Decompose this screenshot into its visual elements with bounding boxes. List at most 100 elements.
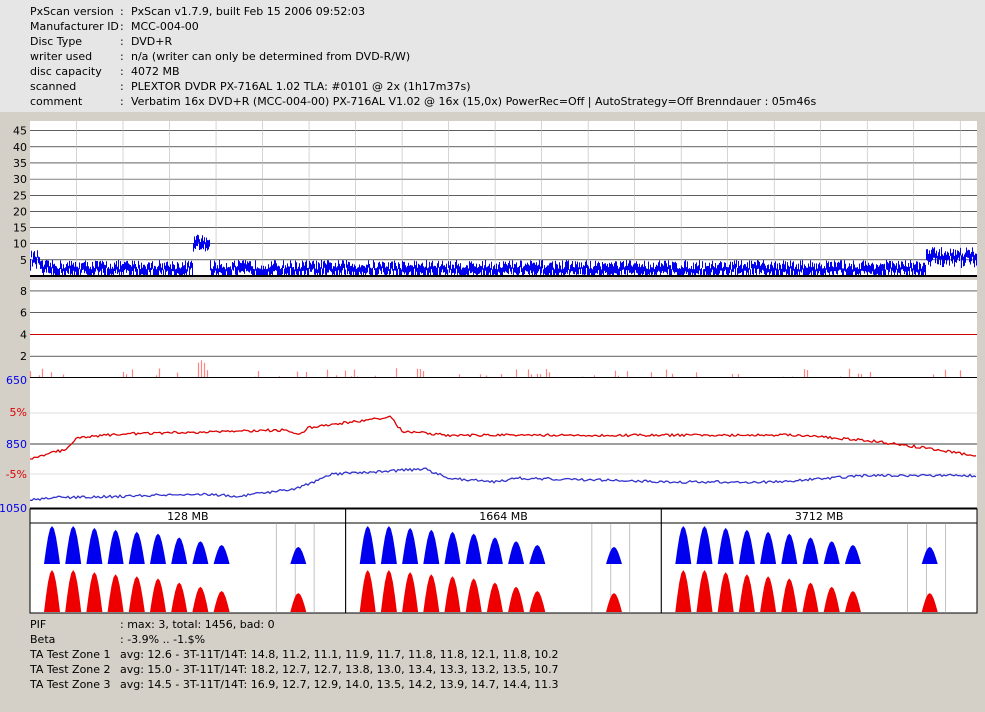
- ta-red-peak: [781, 578, 798, 612]
- info-value: PxScan v1.7.9, built Feb 15 2006 09:52:0…: [131, 5, 366, 18]
- ta-blue-peak: [465, 533, 482, 564]
- summary-value: : max: 3, total: 1456, bad: 0: [120, 618, 275, 631]
- ta-blue-peak: [605, 546, 622, 564]
- ta-red-peak: [696, 570, 713, 612]
- ta-blue-peak: [380, 526, 397, 564]
- ta-blue-peak: [823, 541, 840, 564]
- ta-red-peak: [675, 570, 692, 612]
- ta-red-peak: [107, 574, 124, 612]
- ta-red-peak: [444, 576, 461, 612]
- ta-blue-peak: [359, 526, 376, 564]
- ta-blue-peak: [802, 537, 819, 564]
- summary-row-ta-zone-3: TA Test Zone 3 avg: 14.5 - 3T-11T/14T: 16…: [30, 677, 559, 692]
- info-value: 4072 MB: [131, 65, 180, 78]
- ta-red-peak: [465, 578, 482, 612]
- ta-red-peak: [738, 574, 755, 612]
- jitter-axis-label: 850: [6, 438, 27, 451]
- ta-blue-peak: [781, 533, 798, 564]
- summary-value: avg: 15.0 - 3T-11T/14T: 18.2, 12.7, 12.7…: [120, 663, 559, 676]
- ta-blue-peak: [192, 541, 209, 564]
- info-row-writer-used: writer used: n/a (writer can only be dete…: [30, 50, 411, 63]
- info-value: DVD+R: [131, 35, 173, 48]
- ta-red-peak: [380, 570, 397, 612]
- ta-red-peak: [86, 572, 103, 612]
- ta-blue-peak: [290, 546, 307, 564]
- ta-red-peak: [717, 572, 734, 612]
- ta-red-peak: [192, 586, 209, 612]
- ta-blue-peak: [423, 529, 440, 564]
- ta-red-peak: [802, 582, 819, 612]
- info-label: comment: [30, 95, 83, 108]
- summary-value: avg: 12.6 - 3T-11T/14T: 14.8, 11.2, 11.1…: [120, 648, 559, 661]
- ta-blue-peak: [529, 545, 546, 564]
- pi-tick-label: 25: [13, 189, 27, 202]
- ta-blue-peak: [760, 531, 777, 564]
- ta-blue-peak: [508, 541, 525, 564]
- ta-blue-peak: [128, 531, 145, 564]
- pi-plot-area: [30, 121, 977, 276]
- ta-red-peak: [290, 593, 307, 612]
- pi-tick-label: 35: [13, 157, 27, 170]
- ta-blue-peak: [844, 545, 861, 564]
- info-label: Manufacturer ID: [30, 20, 119, 33]
- pif-tick-label: 2: [20, 350, 27, 363]
- summary-value: : -3.9% .. -1.$%: [120, 633, 206, 646]
- info-row-pxscan-version: PxScan version: PxScan v1.7.9, built Feb …: [30, 5, 366, 18]
- summary-label: TA Test Zone 3: [30, 678, 111, 691]
- ta-blue-peak: [402, 527, 419, 564]
- jitter-axis-label: 650: [6, 374, 27, 387]
- ta-red-peak: [359, 570, 376, 612]
- ta-zone-label: 128 MB: [167, 510, 209, 523]
- ta-red-peak: [44, 570, 60, 612]
- ta-red-peak: [508, 586, 525, 612]
- pi-tick-label: 45: [13, 125, 27, 138]
- info-row-disc-type: Disc Type: DVD+R: [30, 35, 173, 48]
- summary-value: avg: 14.5 - 3T-11T/14T: 16.9, 12.7, 12.9…: [120, 678, 559, 691]
- ta-blue-peak: [444, 531, 461, 564]
- ta-blue-peak: [150, 533, 166, 564]
- summary-label: TA Test Zone 1: [30, 648, 111, 661]
- ta-red-peak: [150, 578, 166, 612]
- ta-blue-peak: [65, 526, 82, 564]
- ta-blue-peak: [107, 529, 124, 564]
- pif-tick-label: 4: [20, 328, 27, 341]
- pi-tick-label: 10: [13, 238, 27, 251]
- info-value: PLEXTOR DVDR PX-716AL 1.02 TLA: #0101 @ …: [131, 80, 471, 93]
- ta-blue-peak: [213, 545, 230, 564]
- ta-blue-peak: [696, 526, 713, 564]
- ta-red-peak: [921, 593, 938, 612]
- ta-blue-peak: [44, 526, 60, 564]
- ta-blue-peak: [675, 526, 692, 564]
- pif-tick-label: 8: [20, 285, 27, 298]
- ta-blue-peak: [717, 527, 734, 564]
- info-row-scanned: scanned: PLEXTOR DVDR PX-716AL 1.02 TLA: …: [30, 80, 471, 93]
- ta-red-peak: [171, 582, 188, 612]
- ta-red-peak: [529, 591, 546, 612]
- jitter-axis-label: 1050: [0, 502, 27, 515]
- ta-red-peak: [760, 576, 777, 612]
- ta-zone-label: 1664 MB: [479, 510, 528, 523]
- info-label: Disc Type: [30, 35, 83, 48]
- info-label: writer used: [30, 50, 93, 63]
- ta-blue-peak: [486, 537, 503, 564]
- pi-tick-label: 20: [13, 205, 27, 218]
- ta-blue-peak: [921, 546, 938, 564]
- pif-tick-label: 6: [20, 307, 27, 320]
- beta-series-line: [29, 415, 977, 460]
- pif-plot-area: [30, 280, 977, 378]
- ta-zone-label: 3712 MB: [795, 510, 844, 523]
- ta-red-peak: [128, 576, 145, 612]
- jitter-series-line: [30, 467, 977, 501]
- beta-axis-label: 5%: [10, 406, 27, 419]
- info-label: scanned: [30, 80, 77, 93]
- beta-axis-label: -5%: [6, 468, 27, 481]
- summary-row-ta-zone-1: TA Test Zone 1 avg: 12.6 - 3T-11T/14T: 14…: [30, 647, 559, 662]
- info-value: Verbatim 16x DVD+R (MCC-004-00) PX-716AL…: [131, 95, 817, 108]
- summary-label: TA Test Zone 2: [30, 663, 111, 676]
- scan-chart: 5 10 15 20 25 30 35 40 45 2 4 6 8 650 850 1050 5% -5% 128 …: [0, 121, 978, 614]
- pi-tick-label: 5: [20, 254, 27, 267]
- ta-red-peak: [605, 593, 622, 612]
- ta-red-peak: [823, 586, 840, 612]
- pi-tick-label: 15: [13, 222, 27, 235]
- ta-red-peak: [423, 574, 440, 612]
